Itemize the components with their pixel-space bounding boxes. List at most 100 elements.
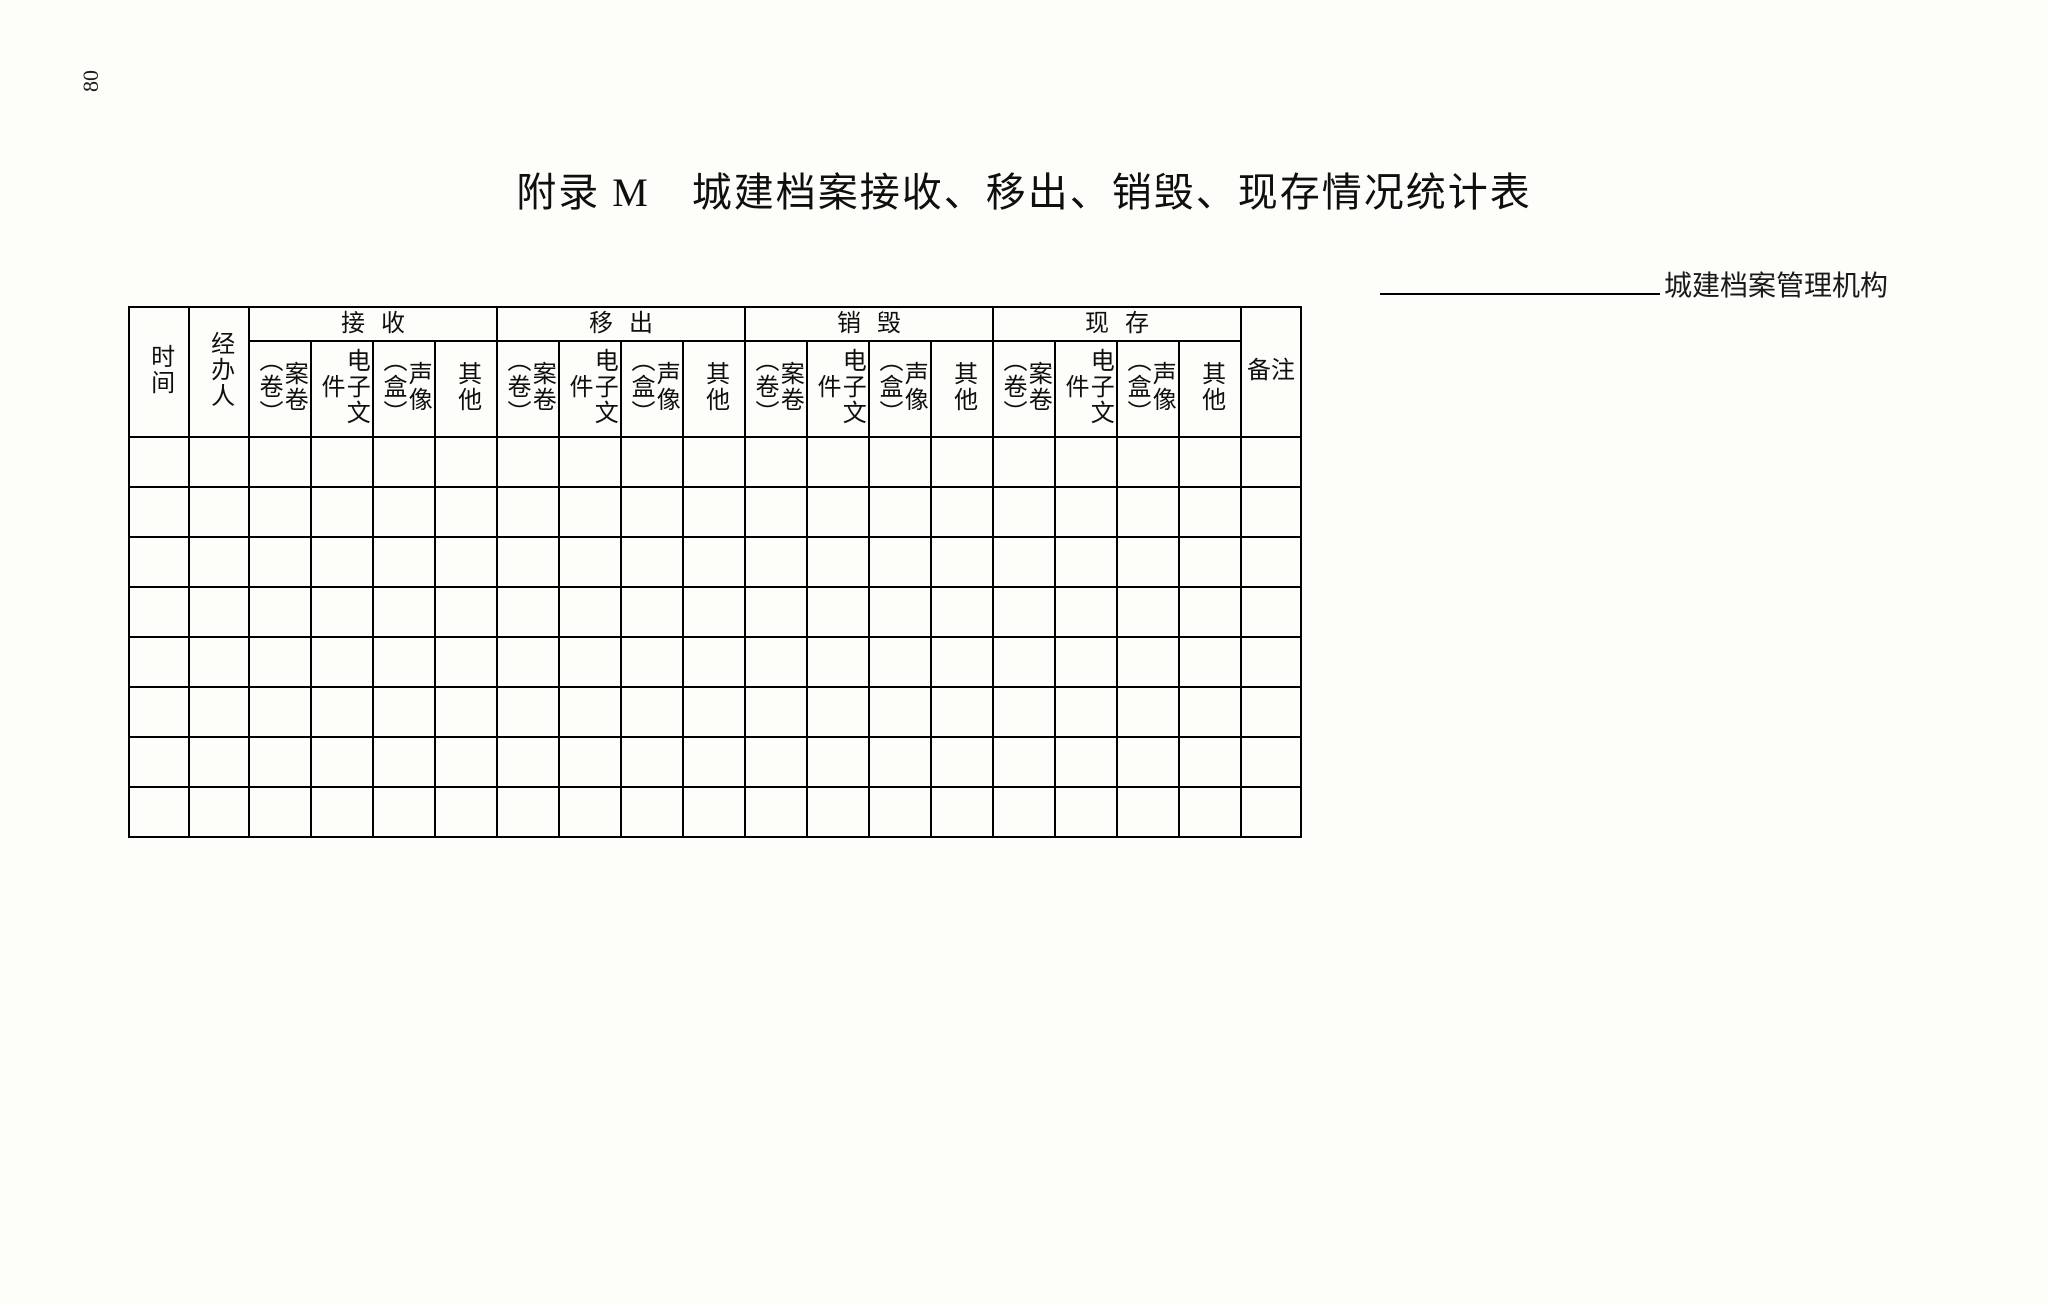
table-cell xyxy=(1055,437,1117,487)
table-cell xyxy=(1179,437,1241,487)
table-cell xyxy=(993,437,1055,487)
table-cell xyxy=(249,587,311,637)
table-cell xyxy=(1241,587,1301,637)
table-cell xyxy=(311,737,373,787)
table-row xyxy=(129,687,1301,737)
table-cell xyxy=(869,537,931,587)
table-cell xyxy=(621,487,683,537)
table-cell xyxy=(993,537,1055,587)
main-table-container: 时间 经办人 接收 移出 销毁 现存 备注 案卷（卷） 电子文件 声像（盒） 其… xyxy=(128,306,1292,838)
table-cell xyxy=(1117,437,1179,487)
header-time: 时间 xyxy=(129,307,189,437)
table-cell xyxy=(931,587,993,637)
table-cell xyxy=(807,487,869,537)
table-cell xyxy=(931,687,993,737)
header-exist-other: 其他 xyxy=(1179,341,1241,437)
document-title: 附录 M 城建档案接收、移出、销毁、现存情况统计表 xyxy=(0,160,2048,218)
table-cell xyxy=(373,437,435,487)
table-cell xyxy=(745,537,807,587)
table-cell xyxy=(249,437,311,487)
table-cell xyxy=(1179,737,1241,787)
header-exist-case: 案卷（卷） xyxy=(993,341,1055,437)
table-cell xyxy=(249,637,311,687)
table-cell xyxy=(1117,737,1179,787)
table-cell xyxy=(683,687,745,737)
table-cell xyxy=(1179,787,1241,837)
table-cell xyxy=(129,737,189,787)
table-cell xyxy=(621,687,683,737)
table-cell xyxy=(869,487,931,537)
table-cell xyxy=(189,787,249,837)
table-row xyxy=(129,537,1301,587)
table-cell xyxy=(807,587,869,637)
header-group-receive: 接收 xyxy=(249,307,497,341)
table-cell xyxy=(931,787,993,837)
header-receive-case: 案卷（卷） xyxy=(249,341,311,437)
header-handler: 经办人 xyxy=(189,307,249,437)
table-cell xyxy=(189,737,249,787)
table-cell xyxy=(559,637,621,687)
table-cell xyxy=(1055,737,1117,787)
table-cell xyxy=(435,437,497,487)
header-destroy-av: 声像（盒） xyxy=(869,341,931,437)
header-receive-av: 声像（盒） xyxy=(373,341,435,437)
table-cell xyxy=(559,737,621,787)
table-cell xyxy=(1117,637,1179,687)
table-cell xyxy=(373,687,435,737)
table-cell xyxy=(249,487,311,537)
table-cell xyxy=(993,487,1055,537)
table-cell xyxy=(745,687,807,737)
table-cell xyxy=(129,487,189,537)
table-cell xyxy=(807,737,869,787)
table-cell xyxy=(1241,687,1301,737)
table-cell xyxy=(497,437,559,487)
table-cell xyxy=(559,787,621,837)
table-cell xyxy=(807,537,869,587)
table-cell xyxy=(621,737,683,787)
header-group-existing: 现存 xyxy=(993,307,1241,341)
table-cell xyxy=(869,737,931,787)
table-cell xyxy=(311,787,373,837)
header-remark: 备注 xyxy=(1241,307,1301,437)
table-cell xyxy=(311,637,373,687)
table-cell xyxy=(1179,537,1241,587)
table-cell xyxy=(311,687,373,737)
header-out-other: 其他 xyxy=(683,341,745,437)
table-cell xyxy=(435,537,497,587)
table-cell xyxy=(373,487,435,537)
table-cell xyxy=(249,687,311,737)
table-cell xyxy=(621,787,683,837)
table-cell xyxy=(129,687,189,737)
header-out-case: 案卷（卷） xyxy=(497,341,559,437)
table-cell xyxy=(683,587,745,637)
table-cell xyxy=(129,787,189,837)
table-cell xyxy=(745,487,807,537)
table-cell xyxy=(869,437,931,487)
table-cell xyxy=(435,587,497,637)
table-cell xyxy=(1241,487,1301,537)
table-cell xyxy=(1117,537,1179,587)
table-cell xyxy=(745,437,807,487)
table-cell xyxy=(807,787,869,837)
table-cell xyxy=(497,687,559,737)
header-out-efile: 电子文件 xyxy=(559,341,621,437)
table-cell xyxy=(435,687,497,737)
table-cell xyxy=(435,487,497,537)
table-cell xyxy=(249,787,311,837)
table-cell xyxy=(559,537,621,587)
table-cell xyxy=(869,637,931,687)
table-cell xyxy=(683,487,745,537)
table-cell xyxy=(621,637,683,687)
table-cell xyxy=(869,587,931,637)
table-cell xyxy=(683,437,745,487)
table-cell xyxy=(373,787,435,837)
table-cell xyxy=(1241,537,1301,587)
table-cell xyxy=(745,637,807,687)
subtitle-area: 城建档案管理机构 xyxy=(1380,264,1888,304)
table-cell xyxy=(249,737,311,787)
table-cell xyxy=(1117,687,1179,737)
table-cell xyxy=(1241,737,1301,787)
table-cell xyxy=(1179,587,1241,637)
table-cell xyxy=(1055,637,1117,687)
subtitle-suffix: 城建档案管理机构 xyxy=(1664,264,1888,304)
